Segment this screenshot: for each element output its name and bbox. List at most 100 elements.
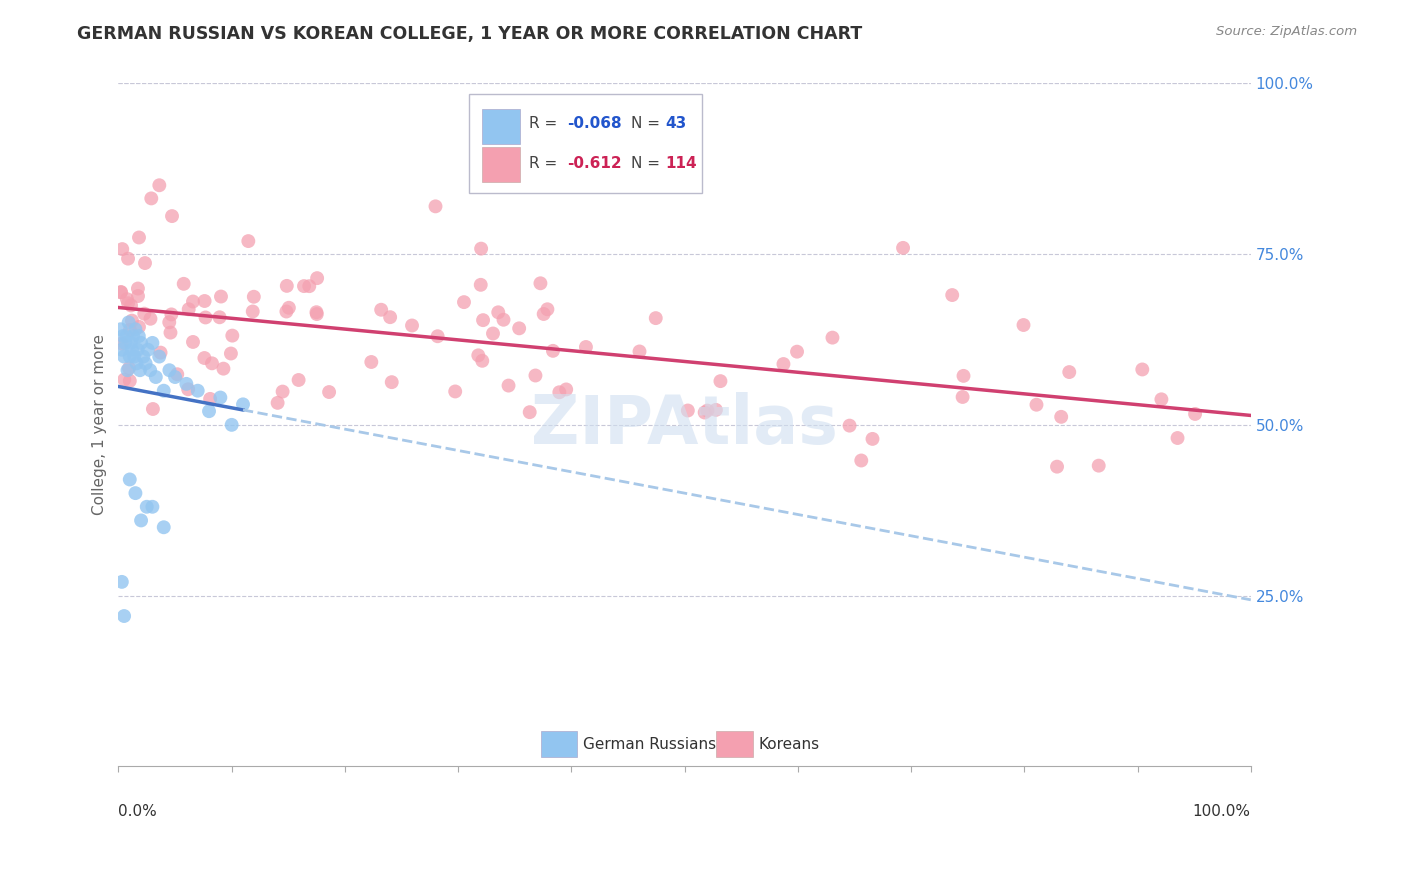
Point bbox=[891, 241, 914, 255]
Text: German Russians: German Russians bbox=[582, 737, 716, 752]
Point bbox=[118, 350, 141, 364]
Text: N =: N = bbox=[631, 156, 665, 171]
Point bbox=[232, 397, 254, 411]
Point bbox=[157, 315, 180, 329]
Text: -0.612: -0.612 bbox=[567, 156, 621, 171]
Point bbox=[292, 279, 315, 293]
Point bbox=[470, 277, 492, 292]
Point bbox=[118, 374, 141, 388]
Point bbox=[492, 312, 515, 326]
Point bbox=[287, 373, 309, 387]
Text: ZIPAtlas: ZIPAtlas bbox=[531, 392, 838, 458]
Point bbox=[952, 368, 974, 383]
Point bbox=[298, 279, 321, 293]
Point bbox=[472, 313, 495, 327]
Text: N =: N = bbox=[631, 116, 665, 131]
Point bbox=[709, 374, 731, 388]
Point bbox=[862, 432, 884, 446]
Point bbox=[1087, 458, 1109, 473]
Text: R =: R = bbox=[530, 116, 562, 131]
Y-axis label: College, 1 year or more: College, 1 year or more bbox=[93, 334, 107, 516]
Point bbox=[124, 486, 146, 500]
Point bbox=[112, 373, 135, 387]
Text: Koreans: Koreans bbox=[758, 737, 820, 752]
Point bbox=[401, 318, 423, 333]
Point bbox=[134, 307, 156, 321]
Point bbox=[696, 403, 718, 417]
Point bbox=[176, 376, 198, 391]
Point bbox=[117, 315, 139, 329]
Point bbox=[181, 334, 204, 349]
Point bbox=[128, 230, 150, 244]
Point bbox=[821, 331, 844, 345]
Point bbox=[628, 344, 651, 359]
Point bbox=[221, 417, 243, 432]
Point bbox=[1150, 392, 1173, 407]
Point bbox=[198, 392, 221, 406]
Point bbox=[129, 335, 152, 350]
Point bbox=[132, 350, 155, 364]
Point bbox=[486, 305, 509, 319]
Point bbox=[1130, 362, 1153, 376]
Point bbox=[193, 351, 215, 365]
Point bbox=[160, 307, 183, 321]
Point bbox=[110, 285, 132, 300]
Point bbox=[157, 363, 180, 377]
Point bbox=[266, 396, 288, 410]
Point bbox=[111, 336, 134, 351]
Point bbox=[139, 311, 162, 326]
Point bbox=[117, 363, 139, 377]
Point bbox=[194, 310, 217, 325]
Point bbox=[208, 310, 231, 325]
Point bbox=[1046, 459, 1069, 474]
Point bbox=[370, 302, 392, 317]
Point bbox=[145, 370, 167, 384]
Point bbox=[112, 350, 135, 364]
Point bbox=[1050, 409, 1073, 424]
Point bbox=[115, 329, 138, 343]
Point bbox=[124, 350, 146, 364]
Point bbox=[121, 343, 143, 357]
Point bbox=[498, 378, 520, 392]
Point bbox=[159, 326, 181, 340]
Point bbox=[120, 298, 142, 312]
Point bbox=[135, 500, 157, 514]
Point bbox=[305, 305, 328, 319]
Point bbox=[112, 609, 135, 624]
Point bbox=[128, 329, 150, 343]
Point bbox=[135, 356, 157, 370]
Point bbox=[444, 384, 467, 399]
Point bbox=[124, 322, 146, 336]
Point bbox=[548, 385, 571, 400]
FancyBboxPatch shape bbox=[470, 94, 702, 193]
Point bbox=[209, 289, 232, 303]
Point bbox=[381, 375, 404, 389]
Point bbox=[212, 361, 235, 376]
Text: GERMAN RUSSIAN VS KOREAN COLLEGE, 1 YEAR OR MORE CORRELATION CHART: GERMAN RUSSIAN VS KOREAN COLLEGE, 1 YEAR… bbox=[77, 25, 862, 43]
Text: 0.0%: 0.0% bbox=[118, 804, 157, 819]
Point bbox=[111, 329, 134, 343]
Point bbox=[378, 310, 401, 325]
Point bbox=[141, 191, 163, 205]
Point bbox=[471, 353, 494, 368]
Point bbox=[644, 311, 666, 326]
Point bbox=[676, 403, 699, 417]
Point bbox=[177, 382, 200, 396]
FancyBboxPatch shape bbox=[482, 147, 520, 183]
Point bbox=[524, 368, 547, 383]
Point bbox=[121, 313, 143, 327]
Point bbox=[115, 292, 138, 306]
Point bbox=[148, 178, 170, 193]
Point bbox=[187, 384, 209, 398]
Point bbox=[120, 335, 142, 350]
Point bbox=[305, 307, 328, 321]
Point bbox=[111, 343, 134, 357]
Point bbox=[122, 329, 145, 343]
Point bbox=[221, 328, 243, 343]
Point bbox=[277, 301, 299, 315]
Point bbox=[136, 343, 159, 357]
Point bbox=[360, 355, 382, 369]
Point bbox=[318, 385, 340, 400]
Point bbox=[276, 304, 298, 318]
Text: 43: 43 bbox=[665, 116, 686, 131]
